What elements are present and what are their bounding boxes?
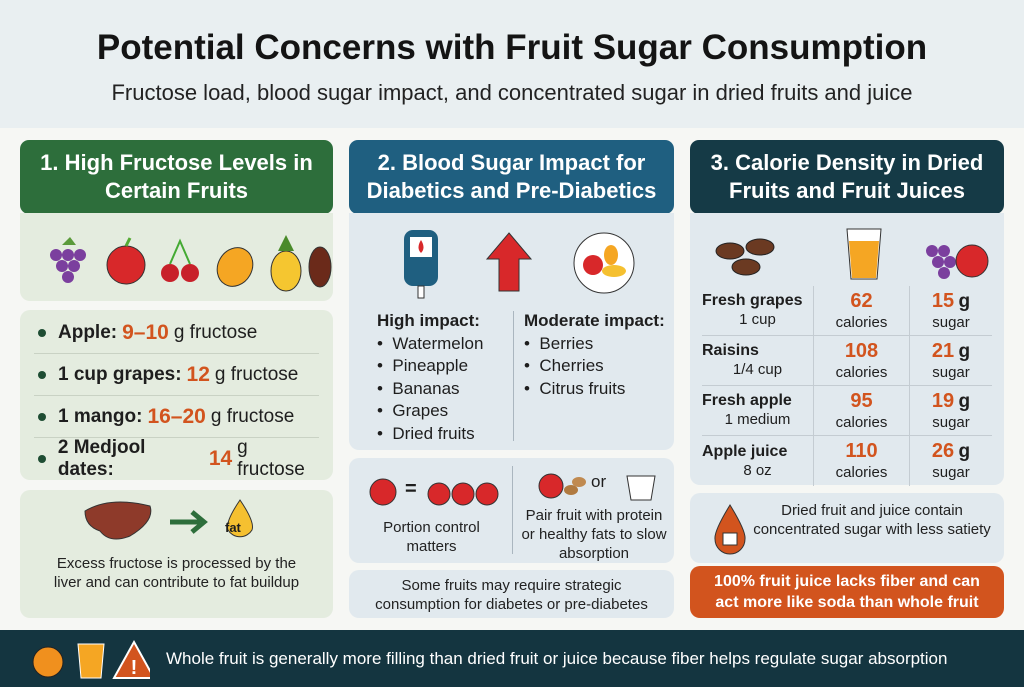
impact-panel: High impact: • Watermelon • Pineapple • … — [349, 213, 674, 450]
calorie-table-panel: Fresh grapes 1 cup 62 calories 15 g sugar Rai… — [690, 213, 1004, 486]
list-item: • Citrus fruits — [524, 378, 626, 398]
mango-icon — [216, 247, 254, 287]
liver-panel: fat Excess fructose is processed by the … — [20, 490, 333, 618]
equals-sign: = — [405, 478, 417, 500]
bullet-icon — [38, 455, 46, 463]
page-title: Potential Concerns with Fruit Sugar Cons… — [96, 28, 928, 67]
liver-note: Excess fructose is processed by the live… — [53, 555, 300, 591]
list-item: • Cherries — [524, 356, 604, 375]
table-row: Fresh grapes 1 cup 62 calories 15 g sugar — [702, 286, 992, 336]
list-item: 2 Medjool dates: 14 g fructose — [34, 437, 319, 480]
list-item: • Dried fruits — [377, 423, 475, 443]
yogurt-icon — [626, 475, 656, 501]
moderate-impact-list: Moderate impact: • Berries • Cherries • … — [524, 310, 665, 400]
section2-heading: 2. Blood Sugar Impact for Diabetics and … — [349, 140, 674, 214]
grapes-apple-icon — [926, 244, 989, 279]
page-subtitle: Fructose load, blood sugar impact, and c… — [111, 80, 913, 105]
cherries-icon — [161, 238, 199, 282]
liver-icon — [84, 501, 152, 540]
list-item: • Bananas — [377, 378, 460, 398]
fat-label: fat — [225, 520, 241, 535]
divider — [513, 311, 514, 441]
list-item: 1 cup grapes: 12 g fructose — [34, 354, 319, 396]
apple-icon — [475, 482, 499, 506]
list-item: 1 mango: 16–20 g fructose — [34, 396, 319, 438]
fruit-plate-icon — [573, 232, 635, 294]
bullet-icon — [38, 412, 46, 421]
juice-glass-icon — [846, 228, 882, 280]
glucose-meter-icon — [404, 230, 438, 299]
table-row: Apple juice 8 oz 110 calories 26 g sugar — [702, 436, 992, 486]
apple-icon — [451, 482, 475, 506]
calorie-table: Fresh grapes 1 cup 62 calories 15 g sugar Rai… — [690, 286, 1004, 486]
date-icon — [308, 246, 332, 288]
nuts-icon — [564, 477, 586, 495]
header-band — [0, 0, 1024, 128]
arrow-right-icon — [170, 510, 208, 534]
section1-heading: 1. High Fructose Levels in Certain Fruit… — [20, 140, 333, 214]
orange-icon — [32, 646, 64, 678]
footer-text: Whole fruit is generally more filling th… — [166, 649, 948, 668]
warning-icon — [112, 639, 150, 679]
apple-icon — [369, 478, 397, 506]
juice-warning: 100% fruit juice lacks fiber and can act… — [690, 566, 1004, 618]
apple-icon — [538, 473, 564, 499]
juice-glass-icon — [77, 643, 105, 679]
table-row: Fresh apple 1 medium 95 calories 19 g sugar — [702, 386, 992, 436]
arrow-up-icon — [485, 232, 533, 292]
high-impact-list: High impact: • Watermelon • Pineapple • … — [377, 310, 483, 445]
table-row: Raisins 1/4 cup 108 calories 21 g sugar — [702, 336, 992, 386]
concentrated-sugar-note: Dried fruit and juice contain concentrat… — [690, 493, 1004, 563]
portion-text: Portion control matters — [383, 519, 480, 555]
list-item: • Grapes — [377, 401, 449, 420]
or-text: or — [591, 472, 607, 491]
bullet-icon — [38, 328, 46, 337]
pineapple-icon — [270, 235, 302, 292]
bullet-icon — [38, 370, 46, 379]
strategy-note: Some fruits may require strategic consum… — [349, 570, 674, 618]
sugar-drop-icon — [714, 504, 746, 555]
apple-icon — [106, 237, 146, 285]
apple-icon — [427, 482, 451, 506]
grapes-icon — [50, 237, 86, 283]
svg-text:!: ! — [131, 657, 138, 679]
pair-text: Pair fruit with protein or healthy fats … — [521, 507, 667, 562]
list-item: • Pineapple — [377, 356, 469, 375]
fruit-icons — [50, 235, 332, 292]
fruit-icons-panel — [20, 213, 333, 301]
list-item: Apple: 9–10 g fructose — [34, 312, 319, 354]
fructose-list: Apple: 9–10 g fructose 1 cup grapes: 12 g fr… — [20, 310, 333, 480]
list-item: • Berries — [524, 333, 594, 353]
portion-panel: = Portion control matters or Pair fruit … — [349, 458, 674, 563]
divider — [512, 466, 513, 554]
footer-bar: ! Whole fruit is generally more filling … — [0, 630, 1024, 687]
list-item: • Watermelon — [377, 333, 484, 353]
raisins-icon — [715, 238, 775, 276]
section3-heading: 3. Calorie Density in Dried Fruits and F… — [690, 140, 1004, 214]
fat-drop-icon — [227, 499, 253, 538]
